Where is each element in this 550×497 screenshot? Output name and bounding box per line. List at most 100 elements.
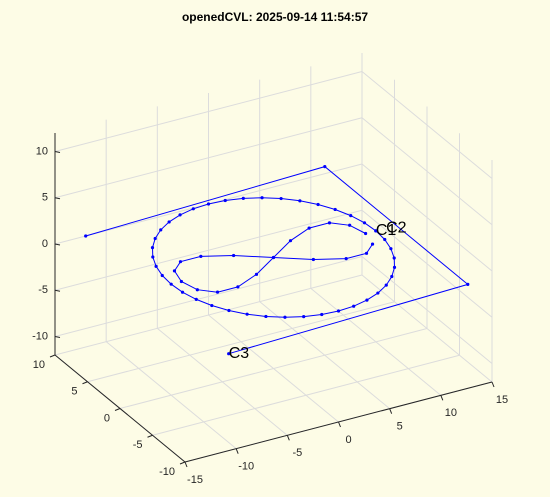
- x-tick: [389, 408, 393, 414]
- data-point: [159, 228, 163, 232]
- x-tick-label: -10: [238, 461, 254, 473]
- y-tick-label: -5: [133, 439, 143, 451]
- data-point: [390, 274, 394, 279]
- data-point: [194, 297, 198, 301]
- data-point: [195, 288, 199, 292]
- z-tick: [54, 243, 61, 246]
- data-point: [352, 304, 356, 308]
- x-tick: [235, 448, 239, 454]
- z-tick: [54, 336, 61, 338]
- data-line: [85, 166, 469, 355]
- data-point: [154, 264, 158, 268]
- grid-line: [54, 71, 363, 152]
- annotation: C2: [386, 219, 407, 236]
- y-tick: [147, 434, 153, 438]
- data-point: [150, 246, 155, 250]
- z-tick-label: -10: [32, 330, 48, 342]
- y-tick-label: 5: [71, 386, 77, 398]
- x-tick: [286, 435, 290, 441]
- data-point: [172, 269, 177, 273]
- data-point: [333, 207, 337, 212]
- data-point: [344, 257, 348, 261]
- annotation: C1: [376, 222, 397, 239]
- grid-line: [361, 209, 493, 318]
- x-tick: [338, 421, 341, 428]
- annotation: C3: [229, 345, 250, 362]
- data-point: [364, 231, 368, 236]
- data-point: [302, 315, 306, 319]
- data-point: [349, 214, 353, 218]
- y-tick-label: -10: [159, 466, 175, 478]
- data-point: [370, 242, 375, 246]
- grid-line: [361, 71, 493, 179]
- data-point: [180, 290, 185, 294]
- data-point: [283, 315, 287, 319]
- data-point: [307, 226, 311, 230]
- data-point: [232, 253, 236, 258]
- data-point: [384, 283, 388, 287]
- data-point: [191, 207, 195, 211]
- grid-line: [152, 354, 460, 436]
- x-tick-label: 0: [345, 434, 351, 446]
- y-tick: [114, 408, 121, 411]
- grid-line: [361, 117, 493, 226]
- z-tick-label: 10: [36, 145, 48, 157]
- data-point: [466, 282, 470, 286]
- data-point: [84, 234, 88, 238]
- z-tick: [54, 151, 61, 153]
- data-point: [320, 312, 324, 317]
- chart-title: openedCVL: 2025-09-14 11:54:57: [182, 10, 368, 24]
- data-line: [173, 222, 373, 293]
- y-tick: [179, 461, 186, 465]
- data-point: [316, 202, 320, 207]
- x-tick-label: -15: [187, 474, 203, 486]
- x-tick-label: 10: [445, 407, 457, 419]
- z-tick-label: 5: [42, 192, 48, 204]
- data-point: [389, 247, 393, 251]
- data-point: [206, 202, 211, 206]
- data-point: [298, 199, 302, 203]
- data-point: [236, 285, 240, 289]
- grid-line: [361, 256, 493, 364]
- x-tick: [491, 381, 495, 388]
- data-point: [178, 213, 182, 217]
- grid-line: [54, 256, 363, 337]
- y-tick: [49, 354, 56, 358]
- data-point: [241, 196, 245, 200]
- data-point: [364, 251, 369, 255]
- x-tick-label: 15: [496, 394, 508, 406]
- data-point: [153, 236, 157, 241]
- data-point: [260, 196, 264, 200]
- data-point: [254, 272, 259, 276]
- y-tick: [82, 381, 88, 385]
- data-point: [311, 257, 315, 262]
- data-point: [199, 254, 203, 258]
- data-point: [336, 309, 341, 313]
- grid-line: [119, 328, 428, 409]
- data-point: [362, 221, 367, 225]
- x-tick: [440, 395, 444, 401]
- data-point: [323, 165, 327, 169]
- y-tick-label: 0: [104, 412, 110, 424]
- data-point: [167, 220, 171, 224]
- data-point: [288, 239, 293, 243]
- data-point: [264, 314, 268, 319]
- grid-line: [54, 117, 363, 199]
- data-point: [271, 255, 276, 260]
- data-point: [376, 291, 380, 295]
- grid-line: [54, 209, 363, 291]
- data-point: [365, 298, 369, 302]
- data-point: [160, 273, 164, 278]
- data-point: [279, 196, 283, 201]
- x-tick: [184, 461, 188, 468]
- data-point: [210, 303, 214, 308]
- data-point: [327, 221, 332, 225]
- data-point: [383, 237, 387, 242]
- data-point: [151, 255, 155, 259]
- data-point: [227, 352, 231, 356]
- data-point: [223, 198, 227, 203]
- y-tick-label: 10: [33, 359, 45, 371]
